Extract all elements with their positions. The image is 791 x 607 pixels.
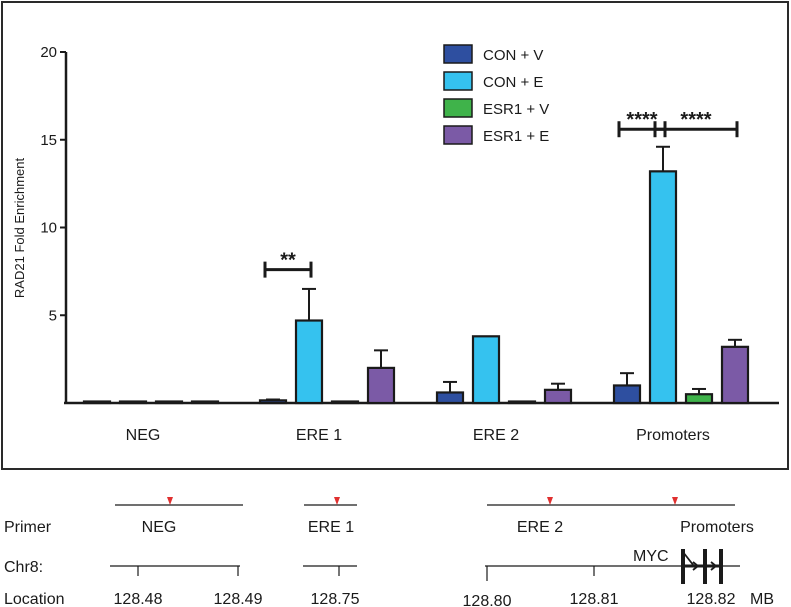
location-value-5: 128.81 [570,591,619,607]
sig-label: ** [280,250,296,272]
genomic-map: Primer Chr8: Location NEG ERE 1 ERE 2 Pr… [4,497,774,607]
legend-label-3: ESR1 + E [483,128,549,145]
bar [190,400,220,405]
bar [720,345,750,405]
chr-row-label: Chr8: [4,559,43,576]
legend: CON + V CON + E ESR1 + V ESR1 + E [443,44,549,145]
sig-label: **** [680,109,711,131]
significance-brackets: ****** **** [263,109,739,278]
bars [82,145,750,405]
sig-label: **** [626,109,657,131]
myc-arrow-icon [682,551,700,571]
legend-swatch-3 [443,125,473,145]
location-value-6: 128.82 [687,591,736,607]
legend-label-0: CON + V [483,47,543,64]
legend-label-2: ESR1 + V [483,101,549,118]
bar [471,335,501,405]
y-tick-label: 20 [40,44,57,61]
bar [154,400,184,405]
bar [366,366,396,405]
y-axis-label: RAD21 Fold Enrichment [12,158,27,299]
legend-swatch-2 [443,98,473,118]
location-value-4: 128.80 [463,593,512,607]
bar [543,388,573,405]
bar [118,400,148,405]
primer-marker-ere1 [334,497,340,505]
primer-marker-neg [167,497,173,505]
primer-name-neg: NEG [142,519,177,536]
legend-swatch-0 [443,44,473,64]
primer-name-ere2: ERE 2 [517,519,563,536]
bar [507,400,537,405]
location-row-label: Location [4,591,65,607]
primer-marker-promoters [672,497,678,505]
primer-row-label: Primer [4,519,52,536]
location-value-2: 128.49 [214,591,263,607]
primer-marker-ere2 [547,497,553,505]
gene-label-myc: MYC [633,548,669,565]
bar [294,319,324,405]
y-tick-label: 10 [40,220,57,237]
y-tick-label: 5 [49,307,57,324]
y-tick-label: 15 [40,132,57,149]
primer-name-promoters: Promoters [680,519,754,536]
x-tick-label: ERE 1 [296,427,342,444]
location-unit: MB [750,591,774,607]
myc-arrow-icon-2 [705,561,718,571]
bar [648,170,678,405]
bar [258,399,288,405]
legend-label-1: CON + E [483,74,543,91]
x-tick-label: NEG [126,427,161,444]
bar [684,393,714,405]
location-value-1: 128.48 [114,591,163,607]
x-tick-label: ERE 2 [473,427,519,444]
y-ticks: 5 10 15 20 [40,44,66,324]
primer-name-ere1: ERE 1 [308,519,354,536]
legend-swatch-1 [443,71,473,91]
location-value-3: 128.75 [311,591,360,607]
bar [435,391,465,405]
x-tick-labels: NEG ERE 1 ERE 2 Promoters [126,427,710,444]
bar [612,384,642,405]
bar [330,400,360,405]
x-tick-label: Promoters [636,427,710,444]
bar [82,400,112,405]
